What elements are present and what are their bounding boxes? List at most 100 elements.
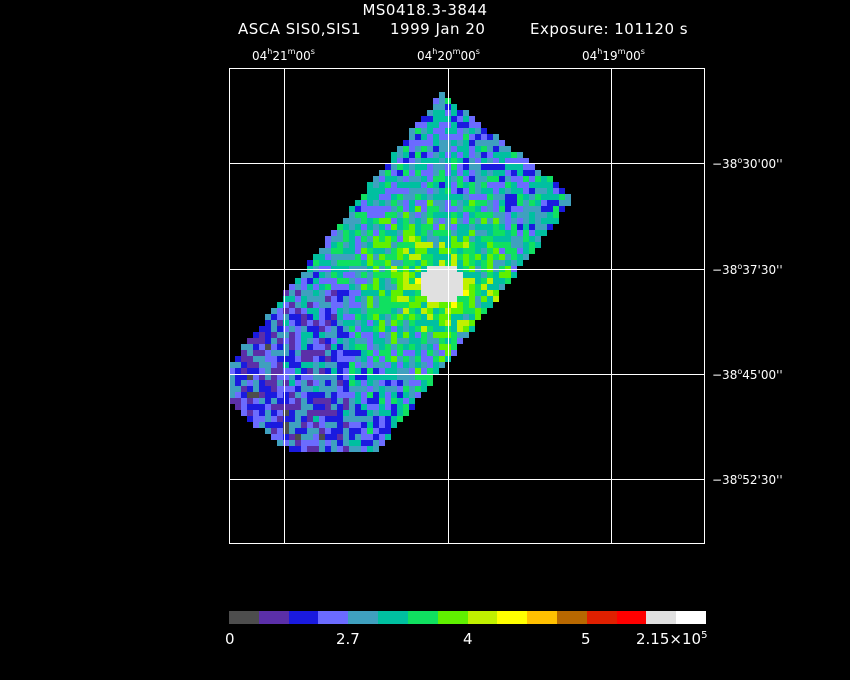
- colorbar-label: 0: [225, 630, 235, 648]
- intensity-pixel: [547, 200, 553, 206]
- intensity-pixel: [331, 332, 337, 338]
- intensity-pixel: [427, 164, 433, 170]
- intensity-pixel: [415, 200, 421, 206]
- intensity-pixel: [379, 386, 385, 392]
- intensity-pixel: [481, 134, 487, 140]
- exposure-label: Exposure: 101120 s: [530, 20, 689, 38]
- intensity-pixel: [373, 212, 379, 218]
- intensity-pixel: [307, 338, 313, 344]
- intensity-pixel: [427, 356, 433, 362]
- intensity-pixel: [541, 194, 547, 200]
- intensity-pixel: [463, 224, 469, 230]
- intensity-pixel: [337, 230, 343, 236]
- intensity-pixel: [427, 242, 433, 248]
- intensity-pixel: [499, 194, 505, 200]
- intensity-pixel: [433, 242, 439, 248]
- intensity-pixel: [493, 290, 499, 296]
- intensity-pixel: [277, 344, 283, 350]
- intensity-pixel: [373, 392, 379, 398]
- intensity-pixel: [355, 326, 361, 332]
- intensity-pixel: [355, 332, 361, 338]
- intensity-pixel: [487, 296, 493, 302]
- intensity-pixel: [343, 254, 349, 260]
- intensity-pixel: [415, 158, 421, 164]
- intensity-pixel: [343, 368, 349, 374]
- intensity-pixel: [469, 242, 475, 248]
- intensity-pixel: [349, 326, 355, 332]
- intensity-pixel: [409, 308, 415, 314]
- intensity-pixel: [439, 110, 445, 116]
- intensity-pixel: [529, 242, 535, 248]
- intensity-pixel: [469, 146, 475, 152]
- intensity-pixel: [505, 248, 511, 254]
- intensity-pixel: [379, 434, 385, 440]
- intensity-pixel: [409, 260, 415, 266]
- intensity-pixel: [499, 248, 505, 254]
- intensity-pixel: [439, 218, 445, 224]
- intensity-pixel: [421, 236, 427, 242]
- intensity-pixel: [379, 224, 385, 230]
- intensity-pixel: [301, 326, 307, 332]
- intensity-pixel: [397, 242, 403, 248]
- intensity-pixel: [361, 212, 367, 218]
- intensity-pixel: [547, 176, 553, 182]
- intensity-pixel: [451, 206, 457, 212]
- intensity-pixel: [463, 188, 469, 194]
- intensity-pixel: [421, 152, 427, 158]
- intensity-pixel: [379, 278, 385, 284]
- intensity-pixel: [343, 428, 349, 434]
- intensity-pixel: [349, 242, 355, 248]
- intensity-pixel: [283, 380, 289, 386]
- intensity-pixel: [535, 188, 541, 194]
- intensity-pixel: [343, 362, 349, 368]
- intensity-pixel: [367, 344, 373, 350]
- intensity-pixel: [241, 404, 247, 410]
- intensity-pixel: [379, 338, 385, 344]
- intensity-pixel: [463, 122, 469, 128]
- intensity-pixel: [313, 308, 319, 314]
- intensity-pixel: [475, 278, 481, 284]
- intensity-pixel: [313, 314, 319, 320]
- intensity-pixel: [427, 236, 433, 242]
- intensity-pixel: [391, 242, 397, 248]
- intensity-pixel: [307, 332, 313, 338]
- intensity-pixel: [343, 278, 349, 284]
- intensity-pixel: [313, 404, 319, 410]
- intensity-pixel: [391, 182, 397, 188]
- intensity-pixel: [427, 338, 433, 344]
- intensity-pixel: [427, 128, 433, 134]
- intensity-pixel: [319, 290, 325, 296]
- intensity-pixel: [439, 134, 445, 140]
- intensity-pixel: [235, 404, 241, 410]
- intensity-pixel: [277, 368, 283, 374]
- colorbar-swatch: [288, 611, 319, 624]
- intensity-pixel: [481, 248, 487, 254]
- intensity-pixel: [433, 224, 439, 230]
- intensity-pixel: [421, 368, 427, 374]
- intensity-pixel: [295, 440, 301, 446]
- intensity-pixel: [307, 380, 313, 386]
- intensity-pixel: [271, 410, 277, 416]
- intensity-pixel: [373, 446, 379, 452]
- intensity-pixel: [421, 200, 427, 206]
- intensity-pixel: [535, 206, 541, 212]
- intensity-pixel: [343, 410, 349, 416]
- intensity-pixel: [427, 146, 433, 152]
- intensity-pixel: [295, 398, 301, 404]
- intensity-pixel: [361, 338, 367, 344]
- intensity-pixel: [349, 374, 355, 380]
- intensity-pixel: [349, 380, 355, 386]
- intensity-pixel: [367, 278, 373, 284]
- intensity-pixel: [379, 416, 385, 422]
- intensity-pixel: [295, 374, 301, 380]
- intensity-pixel: [391, 416, 397, 422]
- intensity-pixel: [415, 146, 421, 152]
- intensity-pixel: [379, 344, 385, 350]
- intensity-pixel: [487, 146, 493, 152]
- intensity-pixel: [253, 374, 259, 380]
- intensity-pixel: [277, 392, 283, 398]
- intensity-pixel: [439, 206, 445, 212]
- intensity-pixel: [535, 218, 541, 224]
- intensity-pixel: [307, 404, 313, 410]
- intensity-pixel: [403, 176, 409, 182]
